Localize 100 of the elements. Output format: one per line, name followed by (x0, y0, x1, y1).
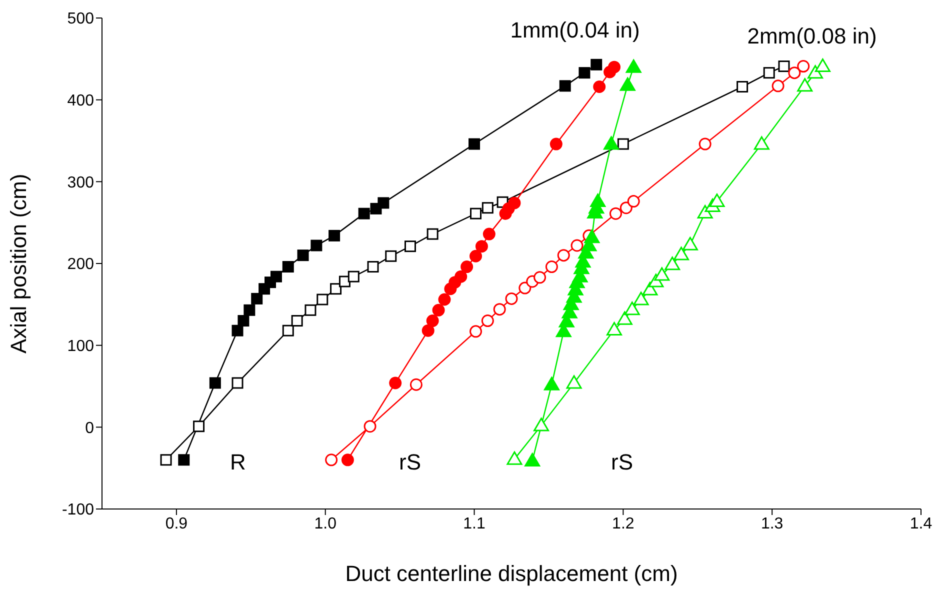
point (348, 270, 360, 282)
point (297, 250, 309, 262)
point (282, 261, 294, 273)
point (232, 377, 244, 389)
point (505, 292, 518, 305)
point (209, 377, 221, 389)
point (654, 267, 670, 281)
point (626, 59, 642, 73)
point (481, 314, 494, 328)
point (736, 80, 748, 92)
point (534, 418, 550, 432)
annotation: rS (399, 450, 421, 474)
point (772, 80, 784, 92)
point (604, 136, 620, 150)
point (270, 270, 282, 282)
point (524, 452, 540, 466)
y-tick-label: 500 (67, 10, 94, 28)
point (160, 454, 172, 466)
point (627, 195, 640, 208)
point (797, 60, 810, 73)
point (620, 77, 636, 91)
point (633, 292, 649, 306)
point (325, 454, 338, 466)
point (506, 451, 522, 465)
point (709, 194, 725, 208)
point (304, 304, 316, 316)
annotation: 1mm(0.04 in) (510, 18, 640, 42)
point (578, 67, 590, 79)
point (410, 378, 422, 391)
point (544, 376, 560, 390)
point (282, 324, 294, 336)
y-tick-label: 0 (85, 420, 94, 437)
point (426, 314, 439, 328)
point (608, 60, 620, 74)
point (664, 256, 680, 270)
point (389, 376, 402, 390)
point (460, 260, 474, 274)
point (570, 239, 584, 252)
point (470, 208, 482, 220)
x-tick-label: 1.0 (314, 515, 337, 532)
x-tick-label: 0.9 (165, 515, 188, 532)
y-tick-label: -100 (62, 502, 94, 519)
point (590, 194, 606, 208)
x-tick-label: 1.4 (910, 515, 932, 532)
point (606, 322, 622, 336)
point (385, 250, 397, 262)
point (470, 250, 482, 262)
point (797, 78, 813, 92)
y-tick-label: 100 (67, 338, 94, 356)
point (482, 228, 496, 240)
point (534, 271, 546, 284)
point (697, 205, 713, 219)
point (493, 303, 506, 316)
annotation: rS (611, 450, 633, 474)
point (593, 80, 606, 93)
point (422, 324, 434, 337)
point (291, 315, 303, 327)
point (814, 58, 830, 72)
x-tick-label: 1.1 (463, 515, 486, 532)
point (624, 302, 640, 316)
point (682, 236, 698, 250)
point (432, 304, 445, 316)
annotation: 2mm(0.08 in) (747, 24, 877, 48)
point (482, 202, 494, 214)
point (559, 80, 571, 92)
x-tick-label: 1.2 (612, 515, 634, 532)
y-tick-label: 200 (67, 256, 94, 274)
point (330, 283, 342, 295)
point (698, 138, 712, 150)
point (778, 60, 790, 72)
point (251, 292, 263, 304)
point (178, 454, 190, 466)
x-tick-label: 1.3 (760, 515, 784, 532)
point (404, 240, 416, 252)
point (566, 375, 582, 389)
point (328, 230, 340, 242)
point (788, 66, 801, 80)
point (763, 67, 775, 79)
point (616, 311, 632, 325)
point (609, 207, 622, 220)
y-tick-label: 300 (67, 174, 94, 192)
point (545, 260, 558, 274)
point (341, 454, 354, 466)
point (508, 196, 521, 210)
point (475, 240, 488, 253)
point (620, 202, 632, 214)
y-axis-title: Axial position (cm) (6, 174, 31, 354)
point (193, 420, 205, 432)
point (617, 138, 629, 150)
x-axis-title: Duct centerline displacement (cm) (345, 561, 678, 586)
point (244, 304, 256, 316)
point (470, 325, 482, 338)
point (454, 270, 468, 283)
point (364, 420, 376, 433)
point (468, 138, 480, 150)
point (754, 136, 770, 150)
point (438, 293, 451, 306)
point (550, 138, 562, 150)
point (590, 58, 602, 70)
point (310, 240, 322, 252)
